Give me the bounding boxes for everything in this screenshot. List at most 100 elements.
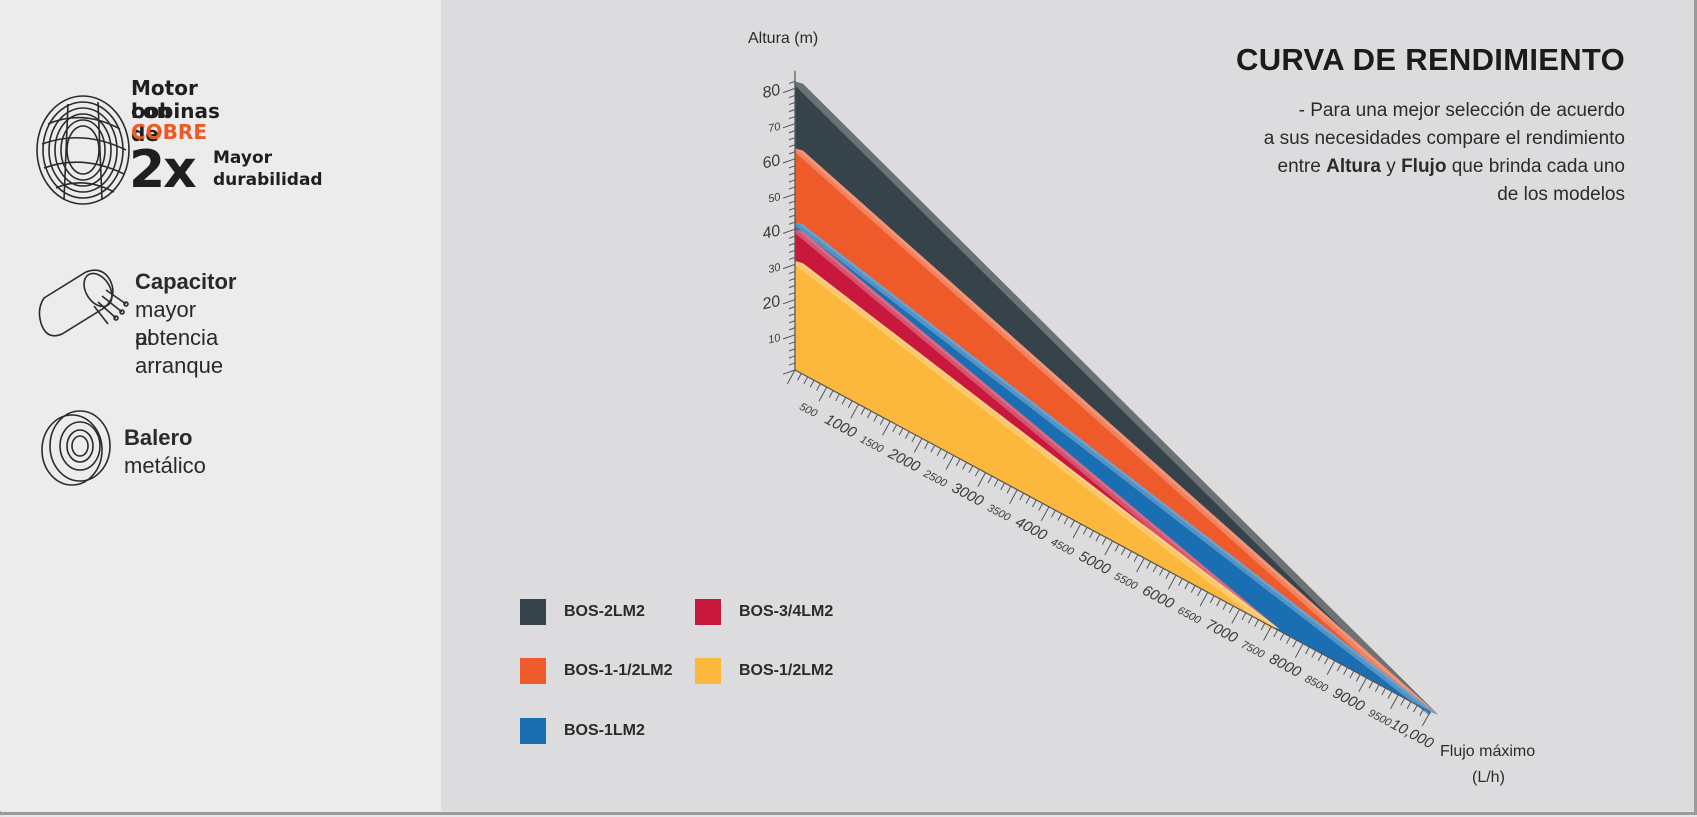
x-tick: [1159, 568, 1164, 576]
motor-title-line1: Motor con: [131, 76, 198, 123]
x-tick-label: 7000: [1203, 616, 1241, 647]
x-tick: [1413, 704, 1418, 713]
series-area-5: [795, 260, 1272, 627]
y-tick-label: 60: [761, 152, 782, 172]
copper-coil-icon: [36, 95, 130, 205]
y-tick-label: 50: [767, 191, 782, 205]
series-rim-5: [795, 260, 1280, 629]
motor-sub-line2: durabilidad: [213, 170, 323, 190]
x-tick: [1051, 509, 1056, 518]
y-tick: [782, 123, 796, 129]
x-axis-title-line1: Flujo máximo: [1440, 743, 1535, 760]
motor-sub-line1: Mayor: [213, 148, 273, 168]
x-tick: [1326, 660, 1336, 675]
x-tick: [866, 410, 872, 419]
y-tick: [788, 320, 796, 324]
x-tick: [1292, 639, 1298, 648]
series-area-4: [795, 229, 1272, 627]
x-tick-label: 500: [797, 401, 820, 421]
series-highlight-2: [794, 149, 1431, 716]
y-tick: [788, 256, 796, 260]
chart-description: - Para una mejor selección de acuerdo a …: [1205, 97, 1625, 209]
x-tick-label: 10,000: [1388, 716, 1437, 753]
x-tick-label: 2000: [885, 445, 924, 476]
x-tick: [1216, 598, 1221, 607]
legend-label: BOS-1-1/2LM2: [564, 662, 673, 679]
x-tick: [1006, 486, 1012, 494]
x-tick: [1228, 605, 1234, 614]
y-tick: [788, 270, 796, 275]
legend-label: BOS-1/2LM2: [739, 662, 834, 679]
legend-swatch: [520, 718, 546, 744]
x-tick: [1355, 674, 1361, 682]
y-tick: [788, 165, 796, 169]
x-tick-label: 8000: [1266, 650, 1304, 681]
capacitor-line2: al arranque: [135, 325, 224, 378]
series-rim-1: [795, 81, 1438, 715]
y-tick: [788, 151, 796, 155]
y-tick: [788, 207, 796, 211]
y-tick: [788, 80, 796, 84]
bearing-icon: [41, 410, 111, 486]
x-tick: [1349, 670, 1355, 679]
x-tick-label: 1000: [822, 411, 860, 442]
x-tick: [1000, 482, 1005, 491]
y-tick: [788, 348, 796, 352]
legend-label: BOS-3/4LM2: [739, 603, 834, 620]
x-tick: [1127, 551, 1132, 559]
x-tick: [1343, 667, 1348, 675]
y-tick-label: 10: [767, 332, 782, 346]
y-tick: [788, 144, 796, 148]
x-tick: [1019, 492, 1025, 501]
x-tick-label: 3500: [985, 502, 1013, 524]
x-tick: [1072, 523, 1082, 539]
legend-swatch: [695, 599, 721, 625]
y-tick: [788, 200, 796, 204]
y-tick: [788, 179, 796, 183]
y-tick-label: 40: [761, 222, 782, 242]
desc-line4: de los modelos: [1497, 184, 1625, 205]
x-tick: [1406, 701, 1412, 709]
legend-item: BOS-1-1/2LM2: [520, 658, 672, 684]
x-tick: [809, 380, 815, 388]
y-tick: [788, 172, 796, 176]
x-tick-label: 8500: [1303, 673, 1331, 695]
y-tick: [788, 130, 796, 134]
x-tick: [1167, 574, 1177, 590]
y-tick: [788, 214, 796, 218]
x-tick: [1241, 612, 1247, 621]
legend-item: BOS-2LM2: [520, 599, 645, 625]
x-tick: [1104, 540, 1113, 556]
x-tick: [1114, 544, 1120, 552]
x-tick: [1311, 650, 1317, 658]
x-tick-label: 4500: [1049, 536, 1077, 558]
x-tick: [1368, 680, 1374, 689]
x-tick: [873, 414, 878, 422]
y-tick: [788, 355, 796, 359]
x-tick: [1305, 646, 1310, 655]
y-axis-title: Altura (m): [748, 30, 818, 47]
x-tick: [1063, 516, 1069, 525]
x-tick: [955, 458, 961, 467]
desc-line2: a sus necesidades compare el rendimiento: [1263, 128, 1625, 149]
x-tick: [1231, 609, 1240, 624]
legend-swatch: [520, 658, 546, 684]
y-tick: [782, 334, 796, 340]
x-tick: [930, 444, 936, 453]
x-tick: [860, 407, 866, 415]
x-tick: [1247, 615, 1253, 624]
x-tick: [1040, 506, 1050, 522]
x-tick: [879, 417, 885, 426]
capacitor-icon: [38, 269, 129, 337]
features-panel: [0, 0, 441, 811]
y-tick: [788, 313, 796, 317]
x-tick: [835, 393, 840, 402]
x-tick-label: 9000: [1330, 684, 1368, 715]
y-tick: [788, 341, 796, 345]
x-tick-label: 7500: [1239, 639, 1267, 661]
motor-2x: 2x: [129, 140, 197, 200]
y-tick: [782, 263, 796, 270]
x-tick: [1324, 657, 1329, 665]
x-tick: [1263, 626, 1272, 641]
